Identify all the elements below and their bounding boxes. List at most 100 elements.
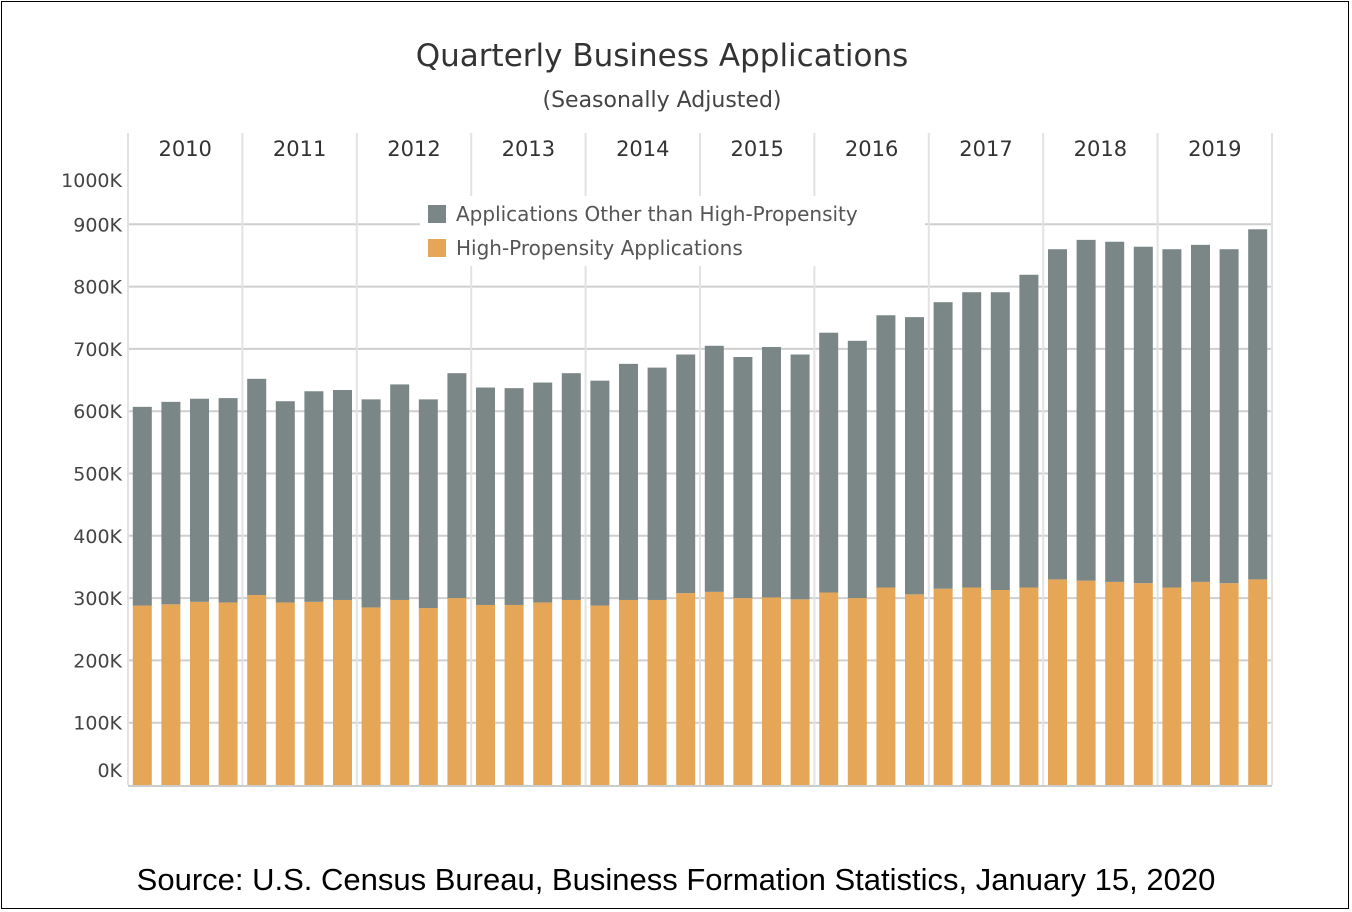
bar-other-applications [132,406,152,606]
bar-other-applications [733,356,753,599]
bar-high-propensity [275,602,295,785]
bar-high-propensity [590,605,610,785]
year-label: 2017 [959,137,1012,161]
legend-box [420,196,925,266]
bar-other-applications [418,399,438,609]
bar-other-applications [304,391,324,602]
bar-other-applications [819,332,839,593]
bar-high-propensity [847,598,867,785]
y-tick-label: 1000K [61,170,122,192]
bar-other-applications [561,373,581,600]
bar-high-propensity [1133,583,1153,785]
bar-other-applications [619,363,638,600]
bar-other-applications [390,384,410,600]
bar-other-applications [476,387,495,605]
bar-high-propensity [819,592,839,785]
bar-high-propensity [161,604,181,785]
bar-other-applications [533,382,553,603]
year-label: 2019 [1188,137,1241,161]
bar-other-applications [676,354,696,594]
bar-high-propensity [619,599,638,785]
year-label: 2013 [502,137,555,161]
bar-high-propensity [218,602,238,785]
bar-other-applications [275,401,295,603]
bar-other-applications [504,388,524,605]
year-label: 2018 [1074,137,1127,161]
bar-high-propensity [561,599,581,785]
bar-other-applications [847,340,867,599]
bar-high-propensity [1191,581,1210,785]
bar-other-applications [218,398,238,603]
bar-high-propensity [1248,579,1268,785]
bar-high-propensity [876,587,896,785]
bar-high-propensity [790,599,810,785]
year-label: 2010 [158,137,211,161]
source-note: Source: U.S. Census Bureau, Business For… [136,862,1216,897]
bar-other-applications [704,345,724,592]
y-tick-label: 100K [73,713,122,735]
year-label: 2014 [616,137,669,161]
bar-high-propensity [190,601,209,785]
bar-other-applications [1191,244,1210,582]
year-label: 2016 [845,137,898,161]
y-tick-label: 500K [73,464,122,486]
bar-high-propensity [1048,579,1067,785]
bar-other-applications [1133,246,1153,584]
bar-other-applications [876,315,896,588]
bar-high-propensity [476,604,495,785]
bar-other-applications [1048,249,1067,580]
bar-other-applications [590,380,610,606]
bar-other-applications [1162,249,1182,588]
bar-other-applications [247,378,267,595]
bar-other-applications [161,401,181,605]
chart-title: Quarterly Business Applications [415,38,909,74]
bar-other-applications [905,317,924,595]
bar-other-applications [962,292,982,588]
legend-swatch [428,205,446,223]
y-tick-label: 700K [73,339,122,361]
bar-high-propensity [247,594,267,785]
bar-other-applications [447,373,467,599]
legend-swatch [428,239,446,257]
y-tick-label: 400K [73,526,122,548]
bar-high-propensity [1076,580,1096,785]
bar-high-propensity [390,599,410,785]
bar-other-applications [1076,239,1096,581]
y-tick-label: 0K [97,760,122,782]
bar-other-applications [647,367,667,600]
bar-high-propensity [504,604,524,785]
bar-high-propensity [132,605,152,785]
bar-other-applications [762,347,781,598]
legend-label: Applications Other than High-Propensity [456,202,858,226]
bar-high-propensity [533,602,553,785]
bar-other-applications [1105,241,1125,582]
bar-other-applications [333,390,352,600]
bar-other-applications [1248,229,1268,580]
year-label: 2015 [730,137,783,161]
bar-other-applications [990,292,1010,591]
bar-high-propensity [933,588,953,785]
bar-high-propensity [647,599,667,785]
y-tick-label: 600K [73,401,122,423]
bar-high-propensity [1162,587,1182,785]
y-tick-label: 800K [73,277,122,299]
bar-high-propensity [733,598,753,785]
bar-other-applications [1219,249,1239,584]
legend-label: High-Propensity Applications [456,236,743,260]
bar-other-applications [361,399,381,608]
bar-high-propensity [1019,587,1039,785]
chart-subtitle: (Seasonally Adjusted) [542,88,782,113]
bar-high-propensity [333,599,352,785]
bar-high-propensity [1219,583,1239,785]
bar-other-applications [190,398,209,602]
year-label: 2012 [387,137,440,161]
y-tick-label: 900K [73,214,122,236]
bar-high-propensity [304,601,324,785]
bar-other-applications [790,354,810,600]
bar-high-propensity [962,587,982,785]
bar-high-propensity [704,591,724,785]
bar-high-propensity [905,594,924,785]
bar-high-propensity [418,608,438,785]
